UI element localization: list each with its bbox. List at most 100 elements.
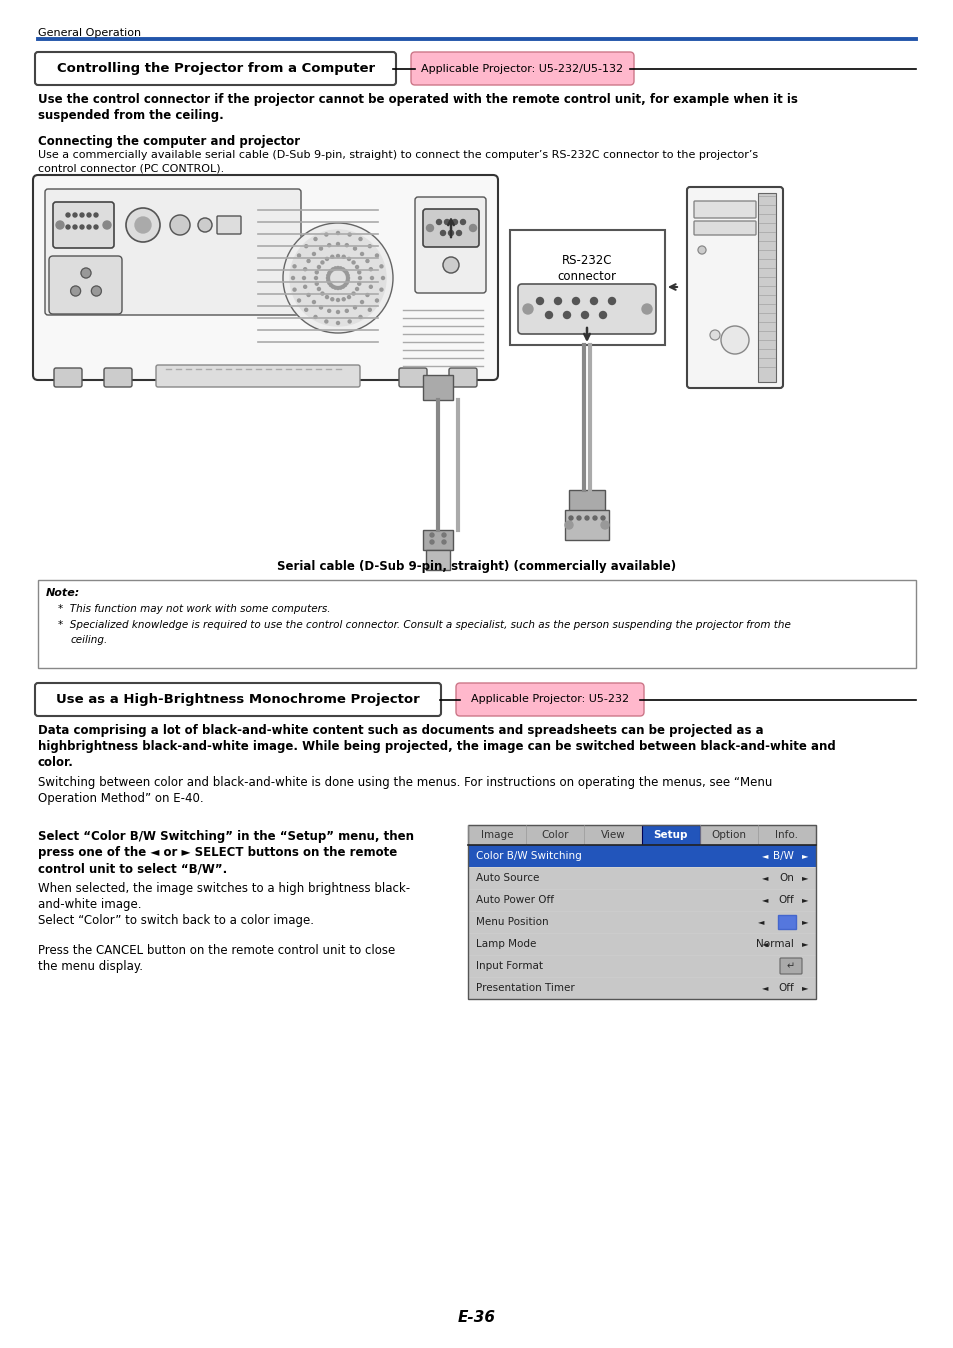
FancyBboxPatch shape — [156, 365, 359, 387]
FancyBboxPatch shape — [49, 256, 122, 314]
Text: Press the CANCEL button on the remote control unit to close: Press the CANCEL button on the remote co… — [38, 944, 395, 957]
FancyBboxPatch shape — [415, 197, 485, 293]
Circle shape — [283, 222, 393, 333]
Text: Use as a High-Brightness Monochrome Projector: Use as a High-Brightness Monochrome Proj… — [56, 693, 419, 706]
Circle shape — [345, 282, 348, 284]
Circle shape — [328, 271, 331, 275]
Circle shape — [320, 262, 324, 264]
Circle shape — [441, 541, 446, 545]
Circle shape — [303, 286, 306, 288]
Circle shape — [436, 220, 441, 225]
Text: Normal: Normal — [756, 940, 793, 949]
Circle shape — [348, 319, 351, 324]
Text: Controlling the Projector from a Computer: Controlling the Projector from a Compute… — [57, 62, 375, 75]
Circle shape — [381, 276, 384, 279]
Circle shape — [554, 298, 561, 305]
Circle shape — [319, 247, 322, 251]
Circle shape — [352, 262, 355, 264]
Circle shape — [440, 231, 445, 236]
Text: control unit to select “B/W”.: control unit to select “B/W”. — [38, 861, 227, 875]
FancyBboxPatch shape — [686, 187, 782, 388]
Text: the menu display.: the menu display. — [38, 960, 143, 973]
Text: and-white image.: and-white image. — [38, 898, 141, 911]
Circle shape — [293, 288, 295, 291]
Text: Serial cable (D-Sub 9-pin, straight) (commercially available): Serial cable (D-Sub 9-pin, straight) (co… — [277, 559, 676, 573]
Circle shape — [355, 287, 358, 291]
Text: ◄: ◄ — [760, 874, 767, 883]
Circle shape — [584, 516, 588, 520]
Circle shape — [354, 247, 356, 251]
FancyBboxPatch shape — [468, 825, 815, 845]
FancyBboxPatch shape — [54, 368, 82, 387]
Text: ◄: ◄ — [760, 852, 767, 860]
Text: Input Format: Input Format — [476, 961, 542, 971]
Circle shape — [366, 294, 369, 297]
Circle shape — [336, 255, 339, 257]
Circle shape — [600, 516, 604, 520]
Text: Color B/W Switching: Color B/W Switching — [476, 851, 581, 861]
Circle shape — [336, 298, 339, 302]
Text: ►: ► — [801, 940, 807, 949]
Circle shape — [302, 276, 305, 279]
Circle shape — [329, 270, 332, 272]
FancyBboxPatch shape — [510, 231, 664, 345]
Circle shape — [103, 221, 111, 229]
Text: suspended from the ceiling.: suspended from the ceiling. — [38, 109, 224, 123]
Circle shape — [327, 274, 330, 276]
Circle shape — [336, 232, 339, 235]
Circle shape — [338, 286, 342, 290]
Circle shape — [66, 213, 70, 217]
Circle shape — [56, 221, 64, 229]
Text: ceiling.: ceiling. — [71, 635, 108, 644]
Circle shape — [334, 286, 336, 290]
Circle shape — [314, 282, 318, 286]
Circle shape — [198, 218, 212, 232]
Circle shape — [314, 237, 316, 240]
Circle shape — [331, 268, 335, 271]
Circle shape — [317, 287, 320, 291]
Text: *  This function may not work with some computers.: * This function may not work with some c… — [58, 604, 330, 613]
Circle shape — [346, 276, 349, 279]
Circle shape — [73, 225, 77, 229]
Text: Switching between color and black-and-white is done using the menus. For instruc: Switching between color and black-and-wh… — [38, 776, 772, 789]
Circle shape — [545, 311, 552, 318]
Text: Info.: Info. — [775, 830, 798, 840]
FancyBboxPatch shape — [35, 53, 395, 85]
Circle shape — [608, 298, 615, 305]
Text: RS-232C: RS-232C — [561, 253, 612, 267]
Circle shape — [327, 279, 330, 282]
FancyBboxPatch shape — [693, 221, 755, 235]
Circle shape — [352, 293, 355, 295]
Circle shape — [307, 294, 310, 297]
Circle shape — [360, 252, 363, 256]
Text: Auto Source: Auto Source — [476, 874, 538, 883]
FancyBboxPatch shape — [468, 867, 815, 888]
Text: Connecting the computer and projector: Connecting the computer and projector — [38, 135, 300, 148]
Circle shape — [336, 322, 339, 325]
Text: color.: color. — [38, 756, 73, 768]
FancyBboxPatch shape — [398, 368, 427, 387]
Circle shape — [338, 267, 342, 270]
Circle shape — [66, 225, 70, 229]
Circle shape — [314, 315, 316, 318]
Circle shape — [317, 266, 320, 268]
Text: Select “Color B/W Switching” in the “Setup” menu, then: Select “Color B/W Switching” in the “Set… — [38, 830, 414, 842]
Circle shape — [297, 299, 300, 302]
Circle shape — [304, 245, 308, 248]
Circle shape — [331, 286, 335, 288]
Circle shape — [293, 264, 295, 268]
Circle shape — [314, 276, 317, 279]
Text: ►: ► — [801, 895, 807, 905]
Circle shape — [81, 268, 91, 278]
Circle shape — [360, 301, 363, 303]
Circle shape — [325, 319, 328, 324]
Circle shape — [460, 220, 465, 225]
Text: highbrightness black-and-white image. While being projected, the image can be sw: highbrightness black-and-white image. Wh… — [38, 740, 835, 754]
Circle shape — [581, 311, 588, 318]
Circle shape — [336, 243, 339, 245]
Circle shape — [135, 217, 151, 233]
Text: General Operation: General Operation — [38, 28, 141, 38]
Circle shape — [303, 268, 306, 271]
Circle shape — [590, 298, 597, 305]
Circle shape — [369, 268, 372, 271]
